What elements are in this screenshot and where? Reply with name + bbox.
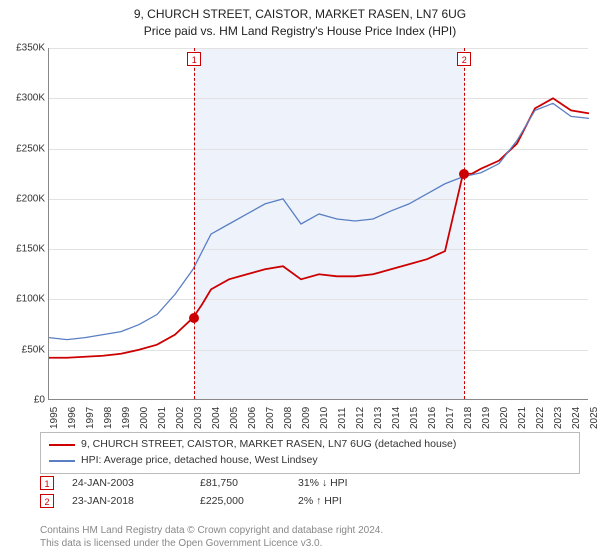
x-tick-label: 2013	[373, 399, 384, 429]
legend-item-property: 9, CHURCH STREET, CAISTOR, MARKET RASEN,…	[49, 437, 571, 453]
y-tick-label: £200K	[5, 193, 45, 204]
legend-swatch-property	[49, 444, 75, 446]
event-flag: 1	[187, 52, 201, 66]
x-tick-label: 2014	[391, 399, 402, 429]
event-flag: 2	[457, 52, 471, 66]
legend-swatch-hpi	[49, 460, 75, 462]
x-tick-label: 1996	[67, 399, 78, 429]
x-tick-label: 2016	[427, 399, 438, 429]
event-row-2: 2 23-JAN-2018 £225,000 2% ↑ HPI	[40, 494, 580, 508]
event-hpi-1: 31% ↓ HPI	[298, 477, 378, 489]
x-tick-label: 2003	[193, 399, 204, 429]
y-tick-label: £50K	[5, 344, 45, 355]
legend: 9, CHURCH STREET, CAISTOR, MARKET RASEN,…	[40, 432, 580, 474]
series-hpi	[49, 103, 589, 339]
title-line-2: Price paid vs. HM Land Registry's House …	[0, 23, 600, 40]
chart-container: 9, CHURCH STREET, CAISTOR, MARKET RASEN,…	[0, 0, 600, 560]
x-tick-label: 2010	[319, 399, 330, 429]
x-tick-label: 2012	[355, 399, 366, 429]
legend-item-hpi: HPI: Average price, detached house, West…	[49, 453, 571, 469]
legend-label-hpi: HPI: Average price, detached house, West…	[81, 453, 318, 469]
event-flag-1: 1	[40, 476, 54, 490]
x-tick-label: 2017	[445, 399, 456, 429]
y-tick-label: £250K	[5, 143, 45, 154]
series-property	[49, 98, 589, 357]
chart-area: £0£50K£100K£150K£200K£250K£300K£350K1995…	[48, 48, 588, 400]
event-hpi-2: 2% ↑ HPI	[298, 495, 378, 507]
event-dot	[189, 313, 199, 323]
chart-svg	[49, 48, 588, 399]
event-price-1: £81,750	[200, 477, 280, 489]
x-tick-label: 1995	[49, 399, 60, 429]
x-tick-label: 1997	[85, 399, 96, 429]
x-tick-label: 1999	[121, 399, 132, 429]
copyright-line-1: Contains HM Land Registry data © Crown c…	[40, 524, 580, 537]
x-tick-label: 2020	[499, 399, 510, 429]
x-tick-label: 2019	[481, 399, 492, 429]
y-tick-label: £300K	[5, 93, 45, 104]
y-tick-label: £0	[5, 395, 45, 406]
y-tick-label: £350K	[5, 43, 45, 54]
x-tick-label: 2009	[301, 399, 312, 429]
x-tick-label: 2022	[535, 399, 546, 429]
x-tick-label: 2025	[589, 399, 600, 429]
y-tick-label: £100K	[5, 294, 45, 305]
event-row-1: 1 24-JAN-2003 £81,750 31% ↓ HPI	[40, 476, 580, 490]
x-tick-label: 2008	[283, 399, 294, 429]
events-table: 1 24-JAN-2003 £81,750 31% ↓ HPI 2 23-JAN…	[40, 476, 580, 512]
copyright: Contains HM Land Registry data © Crown c…	[40, 524, 580, 550]
x-tick-label: 2005	[229, 399, 240, 429]
x-tick-label: 2011	[337, 399, 348, 429]
x-tick-label: 2015	[409, 399, 420, 429]
event-dot	[459, 169, 469, 179]
event-flag-2: 2	[40, 494, 54, 508]
title-line-1: 9, CHURCH STREET, CAISTOR, MARKET RASEN,…	[0, 6, 600, 23]
x-tick-label: 2018	[463, 399, 474, 429]
title-block: 9, CHURCH STREET, CAISTOR, MARKET RASEN,…	[0, 0, 600, 40]
y-tick-label: £150K	[5, 244, 45, 255]
x-tick-label: 2002	[175, 399, 186, 429]
x-tick-label: 2023	[553, 399, 564, 429]
x-tick-label: 2007	[265, 399, 276, 429]
x-tick-label: 2004	[211, 399, 222, 429]
x-tick-label: 2001	[157, 399, 168, 429]
x-tick-label: 2006	[247, 399, 258, 429]
x-tick-label: 1998	[103, 399, 114, 429]
copyright-line-2: This data is licensed under the Open Gov…	[40, 537, 580, 550]
x-tick-label: 2021	[517, 399, 528, 429]
x-tick-label: 2024	[571, 399, 582, 429]
event-vline	[194, 48, 195, 399]
event-date-2: 23-JAN-2018	[72, 495, 182, 507]
event-date-1: 24-JAN-2003	[72, 477, 182, 489]
legend-label-property: 9, CHURCH STREET, CAISTOR, MARKET RASEN,…	[81, 437, 456, 453]
event-vline	[464, 48, 465, 399]
event-price-2: £225,000	[200, 495, 280, 507]
x-tick-label: 2000	[139, 399, 150, 429]
